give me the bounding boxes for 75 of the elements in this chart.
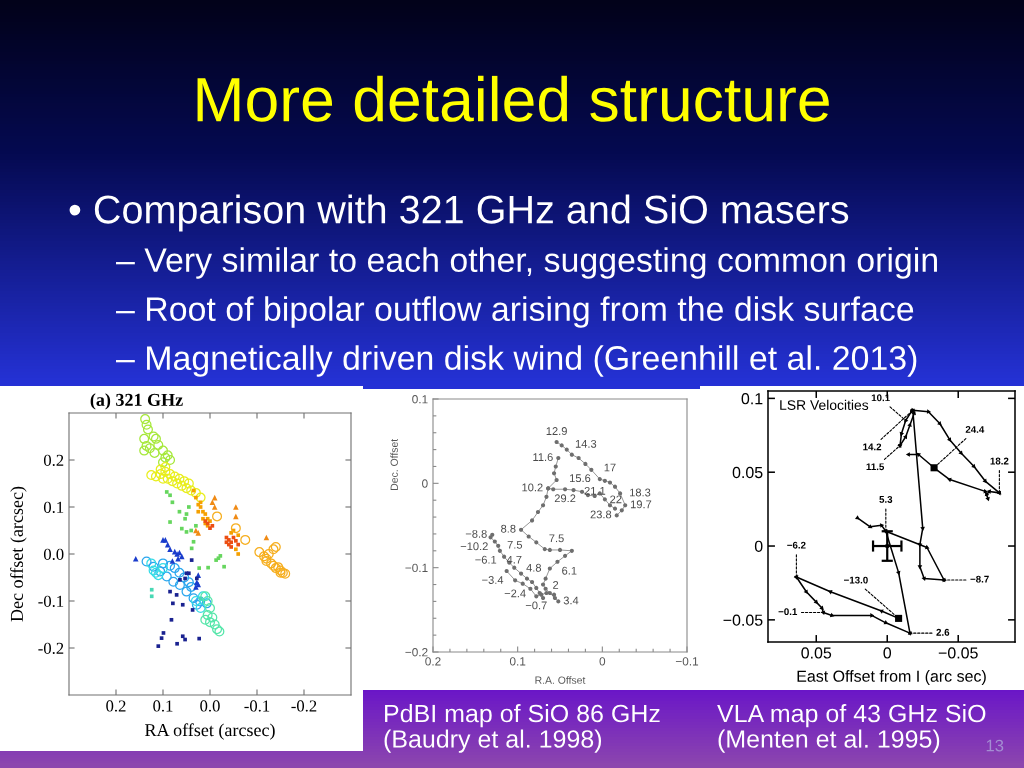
annotation: 3.4: [563, 596, 579, 605]
annotation: −6.2: [787, 541, 806, 549]
annotation: 24.4: [965, 426, 985, 433]
y-axis-title: Dec. Offset: [390, 438, 398, 490]
annotation: 15.6: [570, 474, 591, 483]
annotation: 4.8: [526, 563, 542, 572]
chart-title: (a) 321 GHz: [90, 393, 183, 410]
x-tick-label: 0.2: [425, 657, 441, 666]
x-axis-title: R.A. Offset: [535, 676, 586, 684]
annotation: 19.7: [630, 500, 652, 509]
x-tick-label: 0.1: [153, 700, 173, 712]
annotation: 14.3: [575, 439, 597, 448]
annotation: 2.6: [936, 628, 950, 636]
y-tick-label: -0.1: [38, 595, 64, 608]
annotation: 4.7: [506, 555, 522, 564]
annotation: 14.2: [863, 443, 882, 451]
y-tick-label: 0.0: [43, 548, 64, 561]
y-tick-label: 0.1: [412, 395, 428, 404]
y-tick-label: −0.05: [723, 614, 763, 626]
x-tick-label: 0.05: [801, 647, 832, 659]
y-tick-label: 0.1: [43, 501, 64, 514]
x-tick-label: −0.1: [675, 657, 699, 666]
y-tick-label: 0.05: [732, 466, 763, 479]
annotation: 18.3: [630, 488, 651, 497]
annotation: 12.9: [546, 427, 567, 435]
text: PdBI map of SiO 86 GHz (Baudry et al. 1998): [384, 704, 660, 753]
text: • Comparison with 321 GHz and SiO masers: [69, 194, 849, 232]
annotation: 7.5: [549, 534, 564, 543]
x-axis-title: RA offset (arcsec): [145, 723, 275, 740]
text: – Magnetically driven disk wind (Greenhill et al. 2013): [116, 345, 917, 377]
x-axis-title: East Offset from I (arc sec): [797, 670, 986, 685]
text: 13: [986, 739, 1004, 752]
text: VLA map of 43 GHz SiO (Menten et al. 1995): [717, 704, 986, 753]
annotation: −0.1: [778, 608, 798, 616]
text: – Root of bipolar outflow arising from the disk surface: [116, 296, 914, 328]
x-tick-label: 0: [883, 647, 892, 659]
y-tick-label: −0.1: [405, 563, 428, 573]
text: – Very similar to each other, suggesting common origin: [116, 247, 937, 279]
annotation: 29.2: [554, 494, 576, 503]
annotation: 6.1: [562, 566, 577, 575]
y-tick-label: −0.2: [405, 648, 428, 657]
annotation: 11.6: [533, 453, 553, 462]
annotation: 10.2: [522, 483, 543, 492]
annotation: 5.3: [879, 495, 893, 503]
annotation: 17: [604, 463, 616, 472]
annotation: −13.0: [844, 576, 868, 584]
annotation: −8.8: [465, 529, 487, 538]
annotation: 7.5: [507, 540, 523, 549]
x-tick-label: 0.2: [106, 700, 126, 712]
y-tick-label: 0: [422, 479, 428, 488]
x-tick-label: 0: [599, 657, 606, 666]
annotation: 21.1: [584, 486, 606, 495]
annotation: 18.2: [990, 457, 1009, 465]
x-tick-label: -0.1: [244, 700, 270, 712]
annotation: LSR Velocities: [780, 399, 869, 410]
annotation: 8.8: [501, 524, 516, 533]
annotation: 22: [610, 495, 622, 504]
annotation: −8.7: [970, 575, 989, 583]
y-tick-label: 0: [754, 540, 763, 552]
y-tick-label: 0.2: [43, 454, 64, 467]
annotation: −0.7: [525, 601, 547, 610]
annotation: 11.5: [866, 463, 885, 471]
annotation: −3.4: [482, 576, 504, 584]
x-tick-label: −0.05: [938, 647, 978, 659]
annotation: 23.8: [590, 510, 612, 519]
y-axis-title: Dec offset (arcsec): [10, 486, 27, 622]
annotation: −6.1: [475, 555, 497, 564]
x-tick-label: -0.2: [291, 700, 317, 712]
text: More detailed structure: [197, 75, 829, 122]
annotation: −10.2: [460, 542, 488, 551]
y-tick-label: 0.1: [741, 393, 763, 405]
x-tick-label: 0.0: [200, 700, 220, 712]
annotation: −2.4: [504, 589, 526, 598]
x-tick-label: 0.1: [509, 657, 526, 666]
annotation: 2: [553, 581, 559, 589]
